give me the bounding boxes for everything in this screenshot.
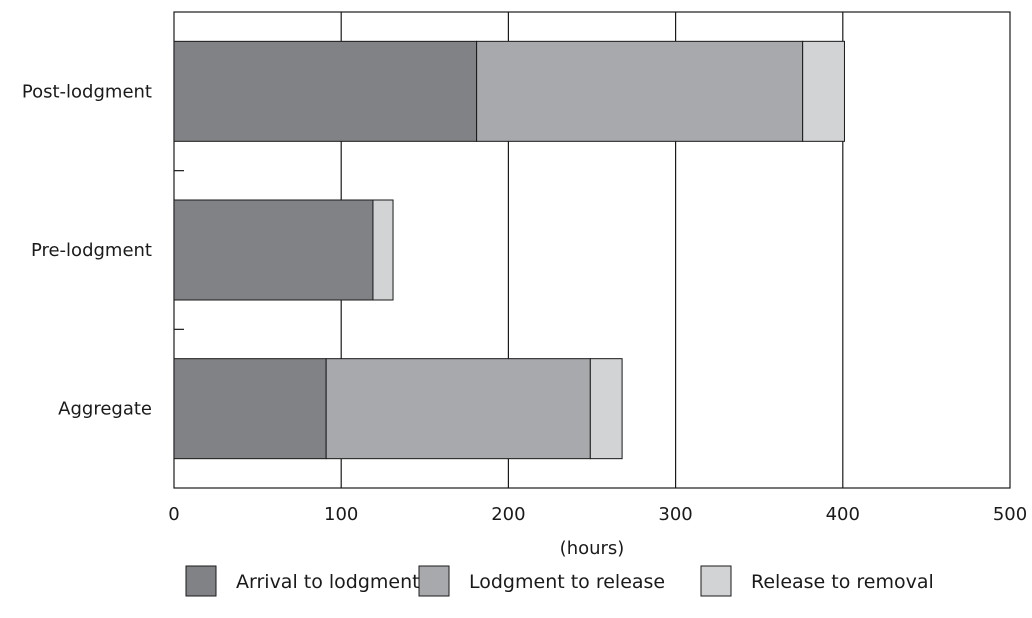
bar-post-lodgment-series-1	[173, 40, 478, 142]
x-tick-label: 500	[993, 504, 1027, 525]
plot-area: Post-lodgment Pre-lodgment Aggregate 0 100 20…	[22, 11, 1027, 559]
category-label: Aggregate	[58, 399, 152, 420]
x-tick-label: 100	[324, 504, 358, 525]
bar-post-lodgment-series-2	[476, 40, 804, 142]
bar-pre-lodgment-series-1	[173, 199, 374, 301]
x-tick-label: 300	[658, 504, 692, 525]
legend-swatch	[418, 565, 450, 597]
x-tick-label: 0	[168, 504, 179, 525]
x-tick-label: 200	[491, 504, 525, 525]
legend-swatch	[185, 565, 217, 597]
bar-aggregate-series-3	[589, 358, 623, 460]
bar-aggregate-series-2	[325, 358, 591, 460]
legend-label: Release to removal	[751, 571, 934, 593]
category-label: Pre-lodgment	[31, 240, 152, 261]
x-tick-label: 400	[826, 504, 860, 525]
category-label: Post-lodgment	[22, 81, 152, 102]
legend: Arrival to lodgment Lodgment to release Re…	[185, 565, 934, 597]
bar-post-lodgment-series-3	[802, 40, 845, 142]
legend-label: Lodgment to release	[469, 571, 665, 593]
bar-pre-lodgment-series-3	[372, 199, 394, 301]
legend-label: Arrival to lodgment	[236, 571, 420, 593]
x-axis-title: (hours)	[560, 538, 625, 559]
legend-swatch	[700, 565, 732, 597]
bar-aggregate-series-1	[173, 358, 327, 460]
